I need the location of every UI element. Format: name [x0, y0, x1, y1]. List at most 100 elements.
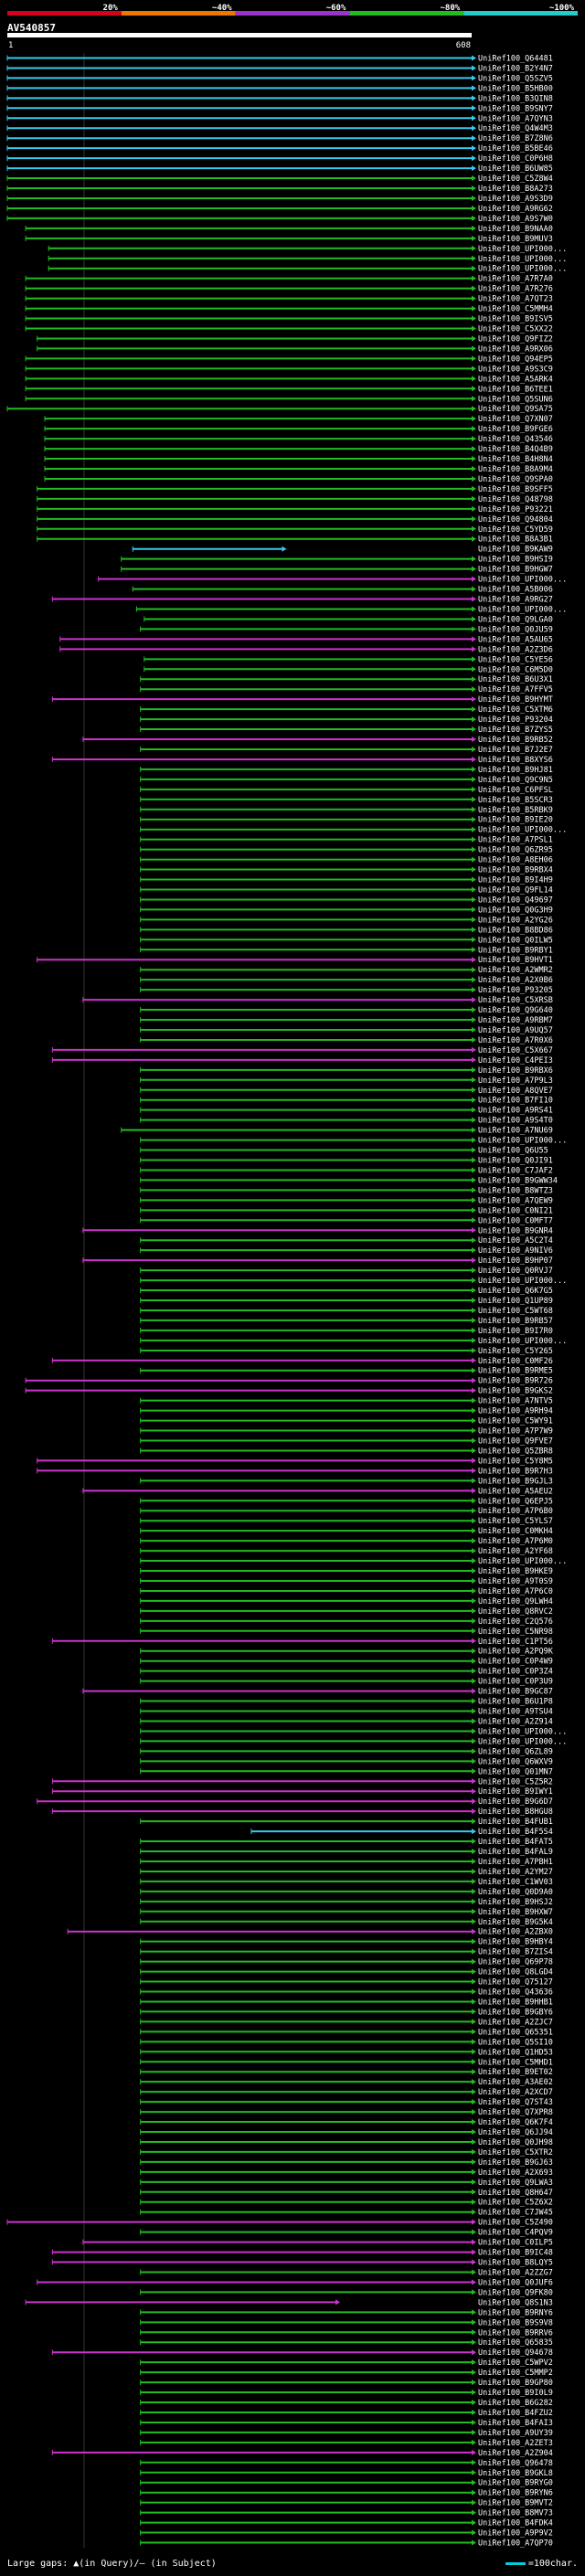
hit-arrow-icon	[472, 2449, 476, 2455]
alignment-plot: UniRef100_Q64481UniRef100_B2Y4N7UniRef10…	[6, 53, 567, 2548]
hit-label: UniRef100_Q8H647	[478, 2189, 553, 2198]
hit-label: UniRef100_A7NTV5	[478, 1397, 553, 1406]
hit-label: UniRef100_C5Z8W4	[478, 175, 553, 184]
footer-legend: Large gaps: ▲(in Query)/— (in Subject) =…	[7, 2559, 578, 2573]
identity-scale-bar: 20% ~40% ~60% ~80% ~100%	[7, 4, 578, 16]
hit-label: UniRef100_Q9SA75	[478, 405, 553, 414]
hit-arrow-icon	[472, 1417, 476, 1424]
hit-label: UniRef100_Q49697	[478, 896, 553, 905]
query-name: AV540857	[7, 22, 56, 34]
hit-arrow-icon	[472, 846, 476, 853]
hit-label: UniRef100_Q7XN07	[478, 415, 553, 424]
scale-segment	[7, 11, 122, 16]
hit-label: UniRef100_C0MKH4	[478, 1527, 553, 1536]
hit-label: UniRef100_A7R276	[478, 285, 553, 294]
hit-label: UniRef100_B7J2E7	[478, 746, 553, 755]
hit-label: UniRef100_C1PT56	[478, 1638, 553, 1647]
hit-arrow-icon	[472, 977, 476, 983]
hit-arrow-icon	[472, 2309, 476, 2316]
hit-arrow-icon	[472, 355, 476, 362]
hit-arrow-icon	[472, 2019, 476, 2025]
hit-label: UniRef100_Q0JH98	[478, 2138, 553, 2147]
hit-label: UniRef100_Q1HD53	[478, 2048, 553, 2057]
hit-label: UniRef100_B9RBY1	[478, 946, 553, 955]
hit-arrow-icon	[472, 525, 476, 532]
hit-arrow-icon	[472, 1678, 476, 1684]
hit-label: UniRef100_B5RBK9	[478, 806, 553, 815]
hit-label: UniRef100_C6PFSL	[478, 786, 553, 795]
hit-arrow-icon	[472, 1007, 476, 1013]
hit-arrow-icon	[472, 505, 476, 512]
hit-arrow-icon	[472, 947, 476, 953]
hit-arrow-icon	[472, 186, 476, 192]
hit-arrow-icon	[472, 1097, 476, 1103]
hit-label: UniRef100_A5C2T4	[478, 1236, 553, 1246]
hit-arrow-icon	[472, 596, 476, 602]
hit-arrow-icon	[472, 1317, 476, 1323]
hit-arrow-icon	[472, 165, 476, 172]
hit-label: UniRef100_A7QYN3	[478, 114, 553, 123]
hit-label: UniRef100_Q6ZR95	[478, 846, 553, 855]
hit-arrow-icon	[472, 937, 476, 943]
hit-arrow-icon	[472, 1587, 476, 1594]
hit-label: UniRef100_A2YG26	[478, 916, 553, 925]
hit-label: UniRef100_C0NI21	[478, 1206, 553, 1215]
hit-label: UniRef100_B9FGE6	[478, 425, 553, 434]
hit-label: UniRef100_UPI000...	[478, 1277, 567, 1286]
hit-arrow-icon	[472, 406, 476, 412]
hit-arrow-icon	[472, 1157, 476, 1163]
hit-label: UniRef100_A2X0B6	[478, 976, 553, 985]
hit-label: UniRef100_Q64481	[478, 54, 553, 63]
hit-arrow-icon	[472, 65, 476, 71]
hit-arrow-icon	[472, 1597, 476, 1604]
hit-label: UniRef100_A9RG27	[478, 596, 553, 605]
hit-arrow-icon	[472, 576, 476, 582]
hit-arrow-icon	[472, 2289, 476, 2295]
hit-label: UniRef100_B9HHB1	[478, 1998, 553, 2007]
hit-arrow-icon	[472, 1127, 476, 1133]
hit-arrow-icon	[472, 1298, 476, 1303]
hit-arrow-icon	[472, 1728, 476, 1734]
hit-label: UniRef100_B7FI10	[478, 1097, 553, 1106]
hit-label: UniRef100_C5NR98	[478, 1627, 553, 1637]
hit-arrow-icon	[472, 856, 476, 863]
hit-arrow-icon	[472, 1868, 476, 1874]
hit-label: UniRef100_A7PSL1	[478, 836, 553, 845]
hit-label: UniRef100_Q9LWH4	[478, 1597, 553, 1606]
hit-label: UniRef100_A9NIV6	[478, 1246, 553, 1256]
hit-arrow-icon	[472, 1617, 476, 1624]
hit-label: UniRef100_C5WY91	[478, 1417, 553, 1426]
scale-label: ~40%	[212, 4, 232, 13]
hit-label: UniRef100_C5XTM6	[478, 705, 553, 715]
hit-label: UniRef100_C5Z5R2	[478, 1777, 553, 1786]
hit-label: UniRef100_B9HJ81	[478, 766, 553, 775]
hit-arrow-icon	[472, 676, 476, 683]
hit-label: UniRef100_Q6K7F4	[478, 2118, 553, 2127]
hit-arrow-icon	[472, 636, 476, 642]
hit-arrow-icon	[472, 556, 476, 562]
hit-arrow-icon	[472, 1066, 476, 1073]
hit-label: UniRef100_B8A273	[478, 185, 553, 194]
hit-label: UniRef100_B8A3B1	[478, 535, 553, 545]
hit-arrow-icon	[472, 315, 476, 322]
hit-label: UniRef100_A7QP70	[478, 2539, 553, 2548]
scale-label: ~100%	[549, 4, 575, 13]
hit-arrow-icon	[472, 1538, 476, 1544]
hit-arrow-icon	[472, 2079, 476, 2085]
hit-label: UniRef100_B8HGU8	[478, 1807, 553, 1817]
hit-label: UniRef100_B9RNY6	[478, 2308, 553, 2317]
hit-label: UniRef100_A2ZZG7	[478, 2268, 553, 2277]
hit-label: UniRef100_B4FZU2	[478, 2409, 553, 2418]
hit-label: UniRef100_A7NU69	[478, 1127, 553, 1136]
hit-arrow-icon	[472, 987, 476, 993]
query-bar	[7, 33, 472, 37]
hit-arrow-icon	[472, 2349, 476, 2356]
hit-label: UniRef100_Q0JI91	[478, 1157, 553, 1166]
hit-arrow-icon	[472, 115, 476, 122]
hit-arrow-icon	[472, 1177, 476, 1183]
hit-label: UniRef100_Q65835	[478, 2338, 553, 2348]
hit-arrow-icon	[472, 1708, 476, 1714]
hit-arrow-icon	[472, 1488, 476, 1494]
hit-arrow-icon	[472, 2390, 476, 2396]
hit-arrow-icon	[472, 225, 476, 231]
